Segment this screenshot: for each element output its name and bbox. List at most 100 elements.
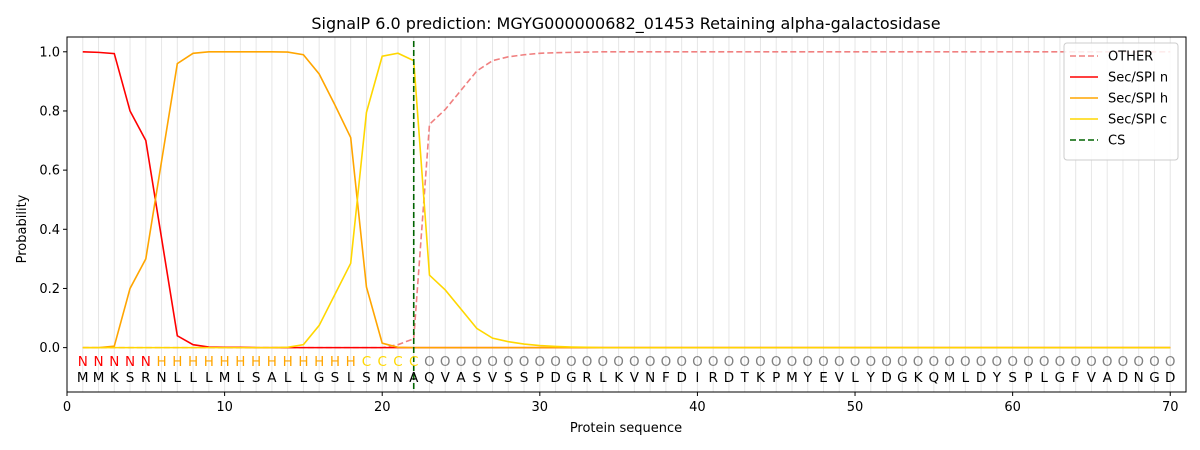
- region-label: O: [1102, 354, 1113, 370]
- residue-label: T: [740, 370, 750, 386]
- region-label: O: [865, 354, 876, 370]
- residue-label: Y: [866, 370, 876, 386]
- region-label: O: [613, 354, 624, 370]
- region-label: H: [156, 354, 166, 370]
- region-label: O: [944, 354, 955, 370]
- region-label: C: [393, 354, 402, 370]
- region-label: N: [109, 354, 119, 370]
- region-label: O: [771, 354, 782, 370]
- residue-label: S: [126, 370, 135, 386]
- residue-label: M: [93, 370, 105, 386]
- region-label: N: [93, 354, 103, 370]
- x-tick-label: 10: [216, 400, 233, 415]
- region-label: O: [787, 354, 798, 370]
- legend-entry: Sec/SPI n: [1108, 71, 1168, 86]
- region-label: O: [519, 354, 530, 370]
- region-label: O: [1007, 354, 1018, 370]
- region-label: O: [1165, 354, 1176, 370]
- residue-label: S: [520, 370, 529, 386]
- region-label: C: [377, 354, 386, 370]
- residue-label: V: [1087, 370, 1097, 386]
- residue-label: K: [110, 370, 120, 386]
- residue-label: L: [237, 370, 245, 386]
- region-label: N: [125, 354, 135, 370]
- region-label: O: [582, 354, 593, 370]
- residue-label: K: [756, 370, 766, 386]
- residue-label: D: [550, 370, 560, 386]
- y-tick-label: 0.2: [39, 282, 60, 297]
- residue-label: K: [614, 370, 624, 386]
- residue-label: A: [409, 370, 419, 386]
- residue-label: A: [1103, 370, 1113, 386]
- residue-label: M: [786, 370, 798, 386]
- plot-area-frame: [66, 36, 1187, 393]
- residue-label: E: [819, 370, 828, 386]
- residue-label: G: [1149, 370, 1159, 386]
- residue-label: N: [1134, 370, 1144, 386]
- residue-label: R: [141, 370, 150, 386]
- residue-label: G: [1055, 370, 1065, 386]
- residue-label: D: [724, 370, 734, 386]
- x-tick-label: 50: [847, 400, 864, 415]
- series-line-other: [82, 50, 1171, 349]
- legend-entry: CS: [1108, 134, 1125, 149]
- residue-label: M: [77, 370, 89, 386]
- region-label: O: [645, 354, 656, 370]
- residue-label: L: [205, 370, 213, 386]
- residue-label: D: [976, 370, 986, 386]
- residue-label: G: [314, 370, 324, 386]
- region-label: H: [251, 354, 261, 370]
- residue-label: S: [252, 370, 261, 386]
- region-label: H: [188, 354, 198, 370]
- residue-label: Y: [803, 370, 813, 386]
- residue-label: Y: [992, 370, 1002, 386]
- x-tick-label: 30: [532, 400, 549, 415]
- grid: [82, 37, 1171, 392]
- series-lines: [82, 41, 1171, 392]
- residue-label: L: [1040, 370, 1048, 386]
- residue-label: G: [566, 370, 576, 386]
- region-label: O: [897, 354, 908, 370]
- region-label: O: [1118, 354, 1129, 370]
- region-label: O: [456, 354, 467, 370]
- residue-label: N: [157, 370, 167, 386]
- region-label: O: [881, 354, 892, 370]
- residue-label: K: [914, 370, 924, 386]
- region-label: O: [1023, 354, 1034, 370]
- region-label: H: [267, 354, 277, 370]
- x-axis-ticks: 0 10 20 30 40 50 60 70: [63, 392, 1179, 415]
- residue-label: I: [695, 370, 699, 386]
- region-label: O: [1055, 354, 1066, 370]
- residue-label: L: [962, 370, 970, 386]
- residue-label: L: [300, 370, 308, 386]
- y-tick-label: 0.8: [39, 104, 60, 119]
- residue-label: V: [835, 370, 845, 386]
- region-label: H: [298, 354, 308, 370]
- region-label: O: [834, 354, 845, 370]
- region-label: O: [487, 354, 498, 370]
- region-label: H: [346, 354, 356, 370]
- series-line-sec-spi-h: [82, 50, 1171, 349]
- region-label: O: [913, 354, 924, 370]
- residue-label: S: [1008, 370, 1017, 386]
- x-tick-label: 40: [689, 400, 706, 415]
- x-tick-label: 0: [63, 400, 71, 415]
- region-label: O: [503, 354, 514, 370]
- region-label: N: [78, 354, 88, 370]
- residue-label: S: [472, 370, 481, 386]
- residue-label: P: [536, 370, 544, 386]
- residue-label: R: [708, 370, 717, 386]
- x-tick-label: 60: [1004, 400, 1021, 415]
- residue-label: S: [504, 370, 513, 386]
- region-label: O: [818, 354, 829, 370]
- region-label: O: [550, 354, 561, 370]
- region-label: O: [739, 354, 750, 370]
- region-label: H: [172, 354, 182, 370]
- region-label: H: [283, 354, 293, 370]
- residue-label: F: [1072, 370, 1080, 386]
- residue-label: N: [393, 370, 403, 386]
- residue-label: Q: [424, 370, 435, 386]
- region-label: O: [598, 354, 609, 370]
- region-label: O: [1070, 354, 1081, 370]
- residue-label: D: [881, 370, 891, 386]
